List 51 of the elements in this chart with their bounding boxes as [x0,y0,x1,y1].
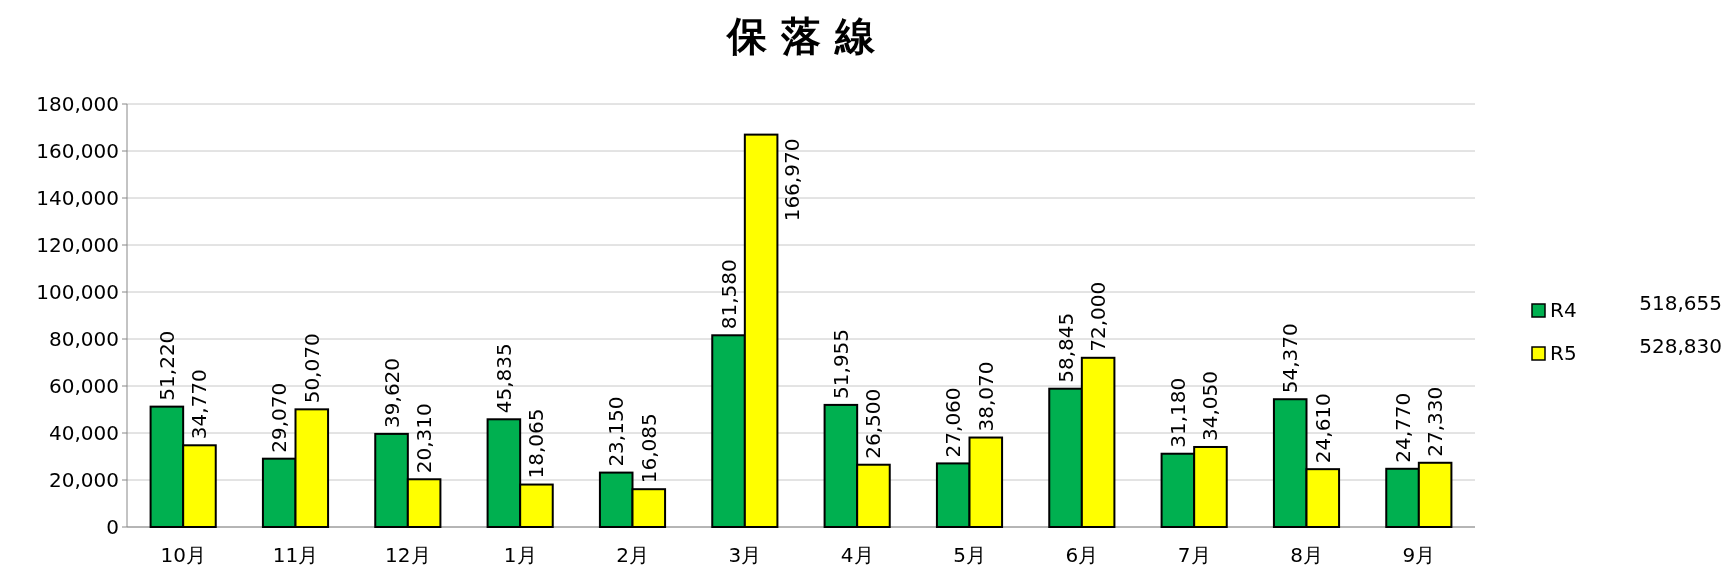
data-label: 54,370 [1278,323,1303,394]
x-tick-label: 10月 [160,543,206,567]
data-label: 51,220 [154,330,179,401]
y-tick-label: 80,000 [49,327,119,351]
data-label: 24,770 [1390,392,1415,463]
data-label: 24,610 [1310,393,1335,464]
data-label: 18,065 [524,408,549,479]
x-tick-label: 8月 [1290,543,1323,567]
y-tick-label: 180,000 [36,92,119,116]
legend-label: R5 [1550,341,1577,365]
y-tick-label: 140,000 [36,186,119,210]
y-tick-label: 0 [106,515,119,539]
x-tick-label: 3月 [728,543,762,567]
data-label: 166,970 [780,138,805,222]
text: 528,830 [1639,334,1722,358]
y-tick-label: 100,000 [36,280,119,304]
data-label: 34,050 [1198,371,1223,441]
y-tick-label: 120,000 [36,233,119,257]
data-label: 31,180 [1165,377,1190,448]
legend-label: R4 [1550,298,1577,322]
x-tick-label: 9月 [1402,543,1436,567]
data-label: 58,845 [1053,312,1078,383]
x-tick-label: 12月 [385,543,431,567]
y-tick-label: 60,000 [49,374,119,398]
x-tick-label: 6月 [1065,543,1099,567]
data-label: 16,085 [636,413,661,484]
data-label: 72,000 [1086,281,1111,352]
x-tick-label: 1月 [503,543,537,567]
data-label: 29,070 [267,382,292,453]
x-tick-label: 5月 [953,543,986,567]
text: 518,655 [1639,291,1722,315]
x-tick-label: 4月 [840,543,874,567]
x-tick-label: 7月 [1177,543,1211,567]
y-tick-label: 160,000 [36,139,119,163]
data-label: 45,835 [491,343,516,414]
x-tick-label: 2月 [616,543,649,567]
data-label: 23,150 [604,396,629,467]
data-label: 34,770 [187,369,212,440]
data-label: 38,070 [973,361,998,432]
data-label: 50,070 [299,333,324,404]
data-label: 26,500 [861,388,886,459]
chart-title: 保 落 線 [725,13,876,59]
y-tick-label: 20,000 [49,468,119,492]
y-tick-label: 40,000 [49,421,119,445]
data-label: 27,330 [1423,386,1448,457]
data-label: 81,580 [716,259,741,330]
data-label: 39,620 [379,357,404,428]
data-label: 27,060 [941,387,966,458]
x-tick-label: 11月 [272,543,319,567]
data-label: 51,955 [828,328,853,399]
data-label: 20,310 [412,403,437,474]
